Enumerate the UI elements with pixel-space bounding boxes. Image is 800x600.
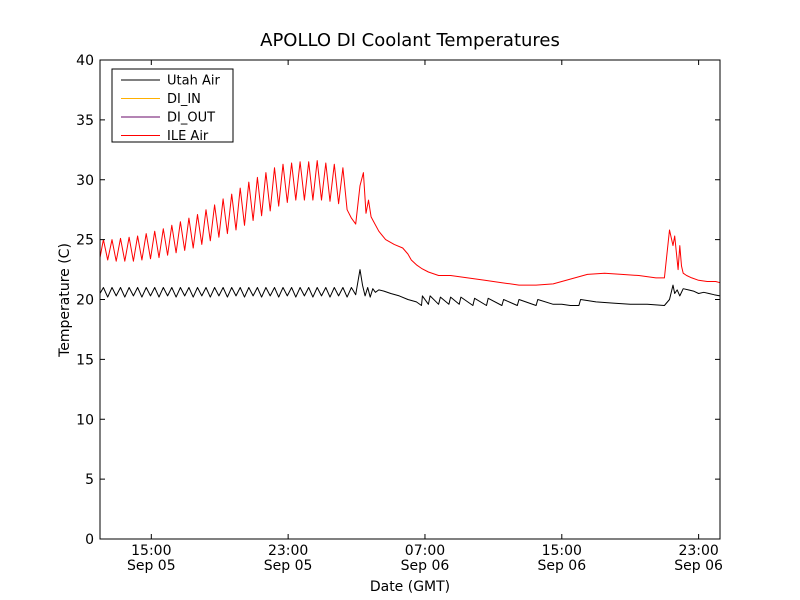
x-tick-time-label: 23:00 [678, 543, 718, 559]
y-tick-label: 30 [76, 173, 94, 189]
legend: Utah Air DI_IN DI_OUT ILE Air [111, 68, 234, 144]
y-tick-label: 25 [76, 233, 94, 249]
x-tick-date-label: Sep 05 [264, 558, 313, 574]
y-tick-label: 10 [76, 412, 94, 428]
series-line-utah-air [99, 269, 721, 306]
x-axis-title: Date (GMT) [370, 579, 450, 595]
x-tick-date-label: Sep 06 [537, 558, 586, 574]
y-tick-label: 5 [85, 472, 94, 488]
x-tick-time-label: 23:00 [268, 543, 308, 559]
legend-label-di-in: DI_IN [167, 92, 201, 107]
chart-title: APOLLO DI Coolant Temperatures [260, 30, 560, 51]
y-tick-label: 20 [76, 293, 94, 309]
x-tick-time-label: 15:00 [542, 543, 582, 559]
series-line-ile-air [99, 160, 721, 286]
legend-box [111, 68, 234, 143]
legend-label-utah-air: Utah Air [167, 74, 220, 89]
legend-label-di-out: DI_OUT [167, 111, 215, 126]
x-tick-time-label: 07:00 [405, 543, 445, 559]
x-tick-date-label: Sep 05 [127, 558, 176, 574]
x-tick-time-label: 15:00 [131, 543, 171, 559]
x-tick-date-label: Sep 06 [401, 558, 450, 574]
x-tick-date-label: Sep 06 [674, 558, 723, 574]
y-tick-label: 35 [76, 113, 94, 129]
y-axis: 0 5 10 15 20 25 30 35 40 [76, 53, 720, 548]
y-tick-label: 40 [76, 53, 94, 69]
legend-label-ile-air: ILE Air [167, 129, 209, 144]
plot-series [99, 160, 721, 306]
y-tick-label: 0 [85, 532, 94, 548]
y-axis-title: Temperature (C) [57, 243, 73, 358]
y-tick-label: 15 [76, 352, 94, 368]
